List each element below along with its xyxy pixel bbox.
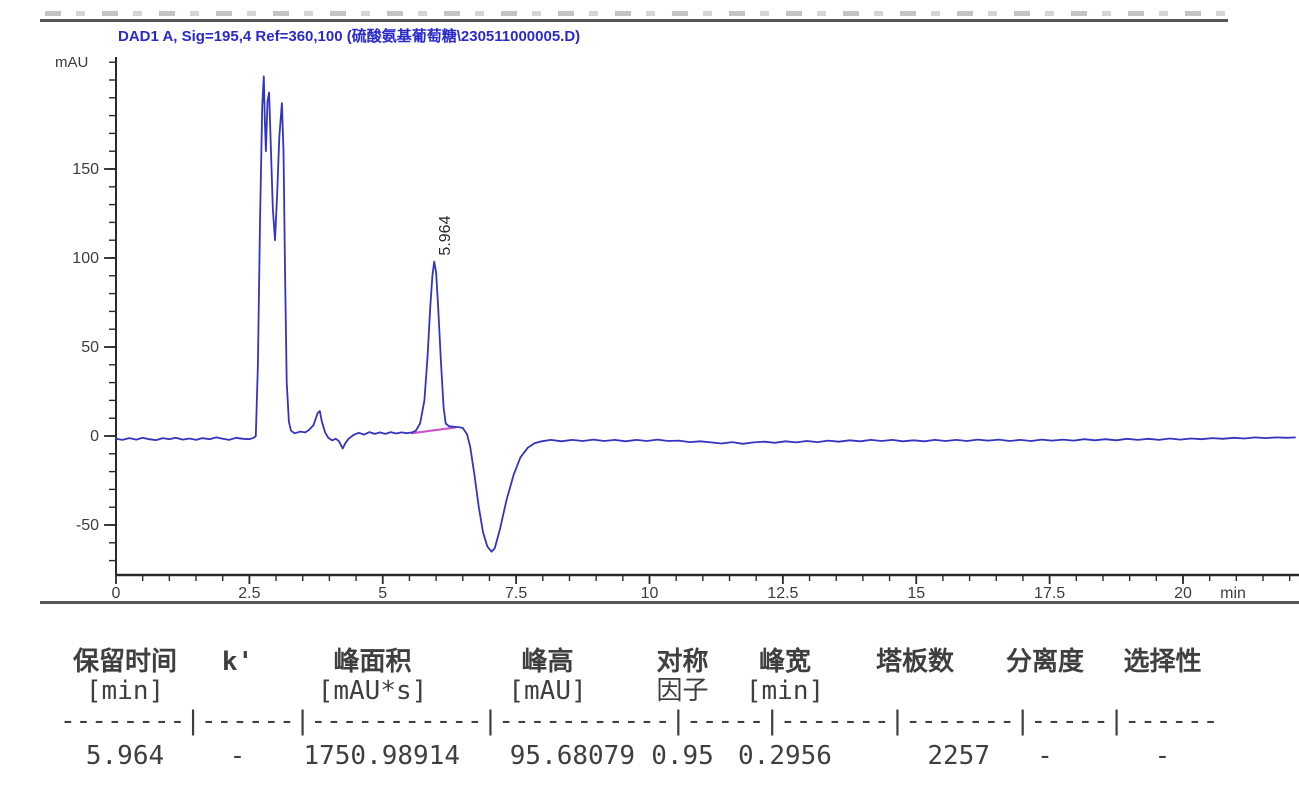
val-symmetry: 0.95 <box>651 741 714 771</box>
x-tick-label: 10 <box>641 585 659 602</box>
y-axis-unit-label: mAU <box>55 54 89 71</box>
x-tick-label: 12.5 <box>767 585 798 602</box>
col-peak-width: 峰宽 <box>758 647 811 677</box>
chromatogram-trace <box>115 75 1296 553</box>
cropped-text-remnant <box>45 11 1225 16</box>
peak-table-header-titles: 保留时间 k' 峰面积 峰高 对称 峰宽 塔板数 分离度 选择性 <box>60 646 1230 678</box>
x-tick-label: 20 <box>1174 585 1192 602</box>
unit-plates <box>840 678 990 706</box>
x-tick-label: 17.5 <box>1034 585 1065 602</box>
peak-table-separator: --------|------|-----------|-----------|… <box>60 706 1219 736</box>
col-selectivity: 选择性 <box>1123 647 1202 677</box>
val-peak-area: 1750.98914 <box>303 741 460 771</box>
unit-k-prime <box>190 678 285 706</box>
x-tick-label: 7.5 <box>505 585 527 602</box>
chromatogram-plot: 0 2.5 5 7.5 10 12.5 15 17.5 20 min 150 100 50 0 -50 5.9… <box>72 57 1299 602</box>
y-tick-label: 50 <box>81 339 99 356</box>
y-tick-label: -50 <box>76 517 99 534</box>
val-peak-height: 95.68079 <box>509 741 635 771</box>
val-peak-width: 0.2956 <box>738 741 832 771</box>
unit-retention-time: [min] <box>85 676 165 706</box>
col-symmetry: 对称 <box>656 647 709 677</box>
val-resolution: - <box>1037 741 1053 771</box>
unit-peak-height: [mAU] <box>508 676 587 706</box>
x-tick-label: 15 <box>907 585 925 602</box>
unit-peak-area: [mAU*s] <box>317 676 428 706</box>
col-resolution: 分离度 <box>1005 647 1084 677</box>
bottom-divider-line <box>40 601 1299 604</box>
val-plates: 2257 <box>927 741 990 771</box>
unit-selectivity <box>1100 678 1225 706</box>
peak-table-row: 5.964 - 1750.98914 95.68079 0.95 0.2956 … <box>60 736 1230 771</box>
col-peak-height: 峰高 <box>521 647 574 677</box>
col-plates: 塔板数 <box>875 647 954 677</box>
col-retention-time: 保留时间 <box>72 647 177 677</box>
peak-retention-label: 5.964 <box>437 215 454 255</box>
y-tick-label: 0 <box>90 428 99 445</box>
y-tick-label: 100 <box>72 250 99 267</box>
x-tick-label: 2.5 <box>238 585 260 602</box>
top-divider-line <box>40 19 1228 22</box>
col-k-prime: k' <box>221 647 254 677</box>
col-peak-area: 峰面积 <box>333 647 412 677</box>
signal-title: DAD1 A, Sig=195,4 Ref=360,100 (硫酸氨基葡萄糖\2… <box>118 28 581 45</box>
x-tick-label: 0 <box>112 585 121 602</box>
integration-baseline <box>410 426 456 435</box>
unit-symmetry: 因子 <box>656 676 709 706</box>
x-tick-label: 5 <box>378 585 387 602</box>
val-retention-time: 5.964 <box>85 741 165 771</box>
unit-peak-width: [min] <box>745 676 825 706</box>
x-axis-unit-label: min <box>1220 585 1246 602</box>
val-k-prime: - <box>229 741 246 771</box>
y-tick-label: 150 <box>72 161 99 178</box>
unit-resolution <box>990 678 1100 706</box>
peak-table-header-units: [min] [mAU*s] [mAU] 因子 [min] <box>60 678 1230 706</box>
val-selectivity: - <box>1154 741 1171 771</box>
peak-table: 保留时间 k' 峰面积 峰高 对称 峰宽 塔板数 分离度 选择性 [min] [… <box>60 646 1230 771</box>
